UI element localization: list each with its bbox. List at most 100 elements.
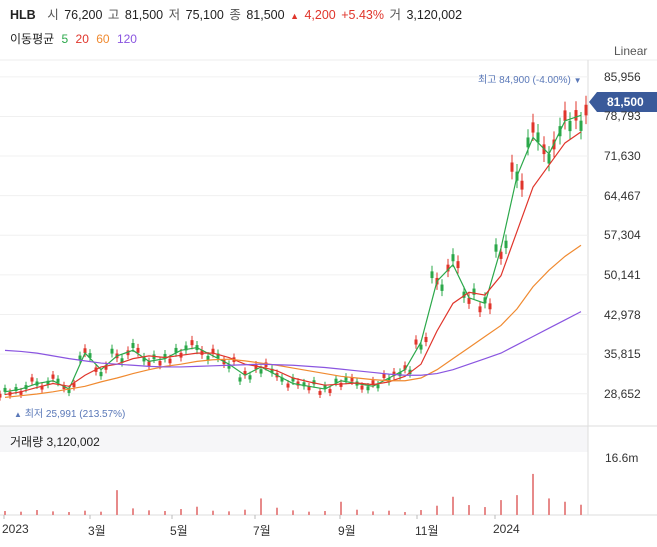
volume-bar xyxy=(116,490,118,515)
candle-body xyxy=(259,369,263,374)
volume-bar xyxy=(148,510,150,515)
volume-bar xyxy=(580,504,582,515)
volume-bar xyxy=(100,511,102,515)
volume-bar xyxy=(420,510,422,515)
low-marker: ▲ 최저 25,991 (213.57%) xyxy=(14,405,125,420)
volume-bar xyxy=(404,512,406,515)
volume-bar xyxy=(292,510,294,515)
candle-body xyxy=(531,122,535,133)
y-tick-label: 50,141 xyxy=(604,267,641,282)
volume-bar xyxy=(228,511,230,515)
candle-body xyxy=(478,306,482,313)
candle-body xyxy=(584,104,588,116)
volume-bar xyxy=(196,506,198,515)
candle-body xyxy=(574,110,578,121)
candle-body xyxy=(467,297,471,304)
open-label: 시 xyxy=(47,8,59,22)
candle-body xyxy=(307,386,311,391)
volume-panel-bg xyxy=(0,426,588,452)
x-tick-label: 2024 xyxy=(493,522,520,536)
volume-bar xyxy=(532,473,534,515)
candle-body xyxy=(131,343,135,348)
low-marker-arrow-icon: ▲ xyxy=(14,410,22,419)
scale-mode-toggle[interactable]: Linear xyxy=(614,44,648,58)
candle-body xyxy=(56,378,60,383)
volume-bar xyxy=(468,505,470,515)
x-tick-label: 9월 xyxy=(338,524,356,538)
volume-bar xyxy=(180,509,182,515)
volume-bar xyxy=(52,511,54,515)
candle-body xyxy=(568,120,572,132)
ma-legend-5: 5 xyxy=(61,32,69,46)
candle-body xyxy=(536,132,540,143)
x-tick-label: 5월 xyxy=(170,524,188,538)
candle-body xyxy=(174,347,178,353)
candle-body xyxy=(270,368,274,374)
candle-body xyxy=(387,378,391,383)
ma-5-line xyxy=(4,114,582,393)
y-tick-label: 57,304 xyxy=(604,228,641,243)
ticker-symbol: HLB xyxy=(10,8,36,22)
volume-bar xyxy=(212,510,214,515)
volume-value: 3,120,002 xyxy=(406,8,463,22)
candle-body xyxy=(376,384,380,389)
candle-body xyxy=(360,385,364,390)
candle-body xyxy=(371,380,375,385)
change-up-arrow-icon: ▲ xyxy=(290,11,299,21)
candle-body xyxy=(40,385,44,390)
volume-panel-header: 거래량 3,120,002 xyxy=(10,433,100,450)
low-label: 저 xyxy=(168,8,181,22)
volume-bar xyxy=(308,511,310,515)
ma-legend-120: 120 xyxy=(116,32,137,46)
volume-bar xyxy=(20,511,22,515)
candle-body xyxy=(51,374,55,379)
current-price-tag: 81,500 xyxy=(589,92,657,112)
volume-bar xyxy=(500,500,502,515)
candle-body xyxy=(211,348,215,354)
low-marker-text: 최저 25,991 (213.57%) xyxy=(24,409,126,420)
candle-body xyxy=(494,244,498,252)
candle-body xyxy=(14,387,18,392)
candle-body xyxy=(142,356,146,362)
candle-body xyxy=(67,389,71,393)
candle-body xyxy=(392,371,396,376)
close-label: 종 xyxy=(229,8,241,22)
candle-body xyxy=(350,377,354,382)
volume-label: 거 xyxy=(389,8,401,22)
candle-body xyxy=(248,375,252,380)
candle-body xyxy=(446,264,450,272)
candle-body xyxy=(88,353,92,358)
candle-body xyxy=(83,348,87,354)
candle-body xyxy=(510,162,514,172)
volume-bar xyxy=(516,495,518,515)
ma-legend-20: 20 xyxy=(75,32,89,46)
candle-body xyxy=(302,382,306,387)
volume-bar xyxy=(4,511,6,515)
candle-body xyxy=(280,377,284,382)
volume-bar xyxy=(260,498,262,515)
candle-body xyxy=(339,382,343,387)
ma-legend-title: 이동평균 xyxy=(10,32,55,46)
candle-body xyxy=(110,348,114,354)
candle-body xyxy=(563,110,567,121)
ma-120-line xyxy=(4,311,582,376)
candle-body xyxy=(163,353,167,359)
candle-body xyxy=(200,350,204,355)
y-tick-label: 28,652 xyxy=(604,386,641,401)
moving-average-legend[interactable]: 이동평균 5 20 60 120 xyxy=(10,30,141,47)
ma-legend-60: 60 xyxy=(96,32,110,46)
ma-20-line xyxy=(4,131,582,396)
candle-body xyxy=(520,180,524,190)
x-tick-label: 11월 xyxy=(415,524,439,538)
x-tick-label: 3월 xyxy=(88,524,106,538)
close-value: 81,500 xyxy=(246,8,285,22)
candle-body xyxy=(158,361,162,366)
candle-body xyxy=(30,377,34,382)
candle-body xyxy=(579,120,583,131)
candle-body xyxy=(483,297,487,304)
high-marker-text: 최고 84,900 (-4.00%) xyxy=(478,75,571,86)
candle-body xyxy=(419,344,423,350)
candle-body xyxy=(440,284,444,291)
candle-body xyxy=(168,358,172,364)
